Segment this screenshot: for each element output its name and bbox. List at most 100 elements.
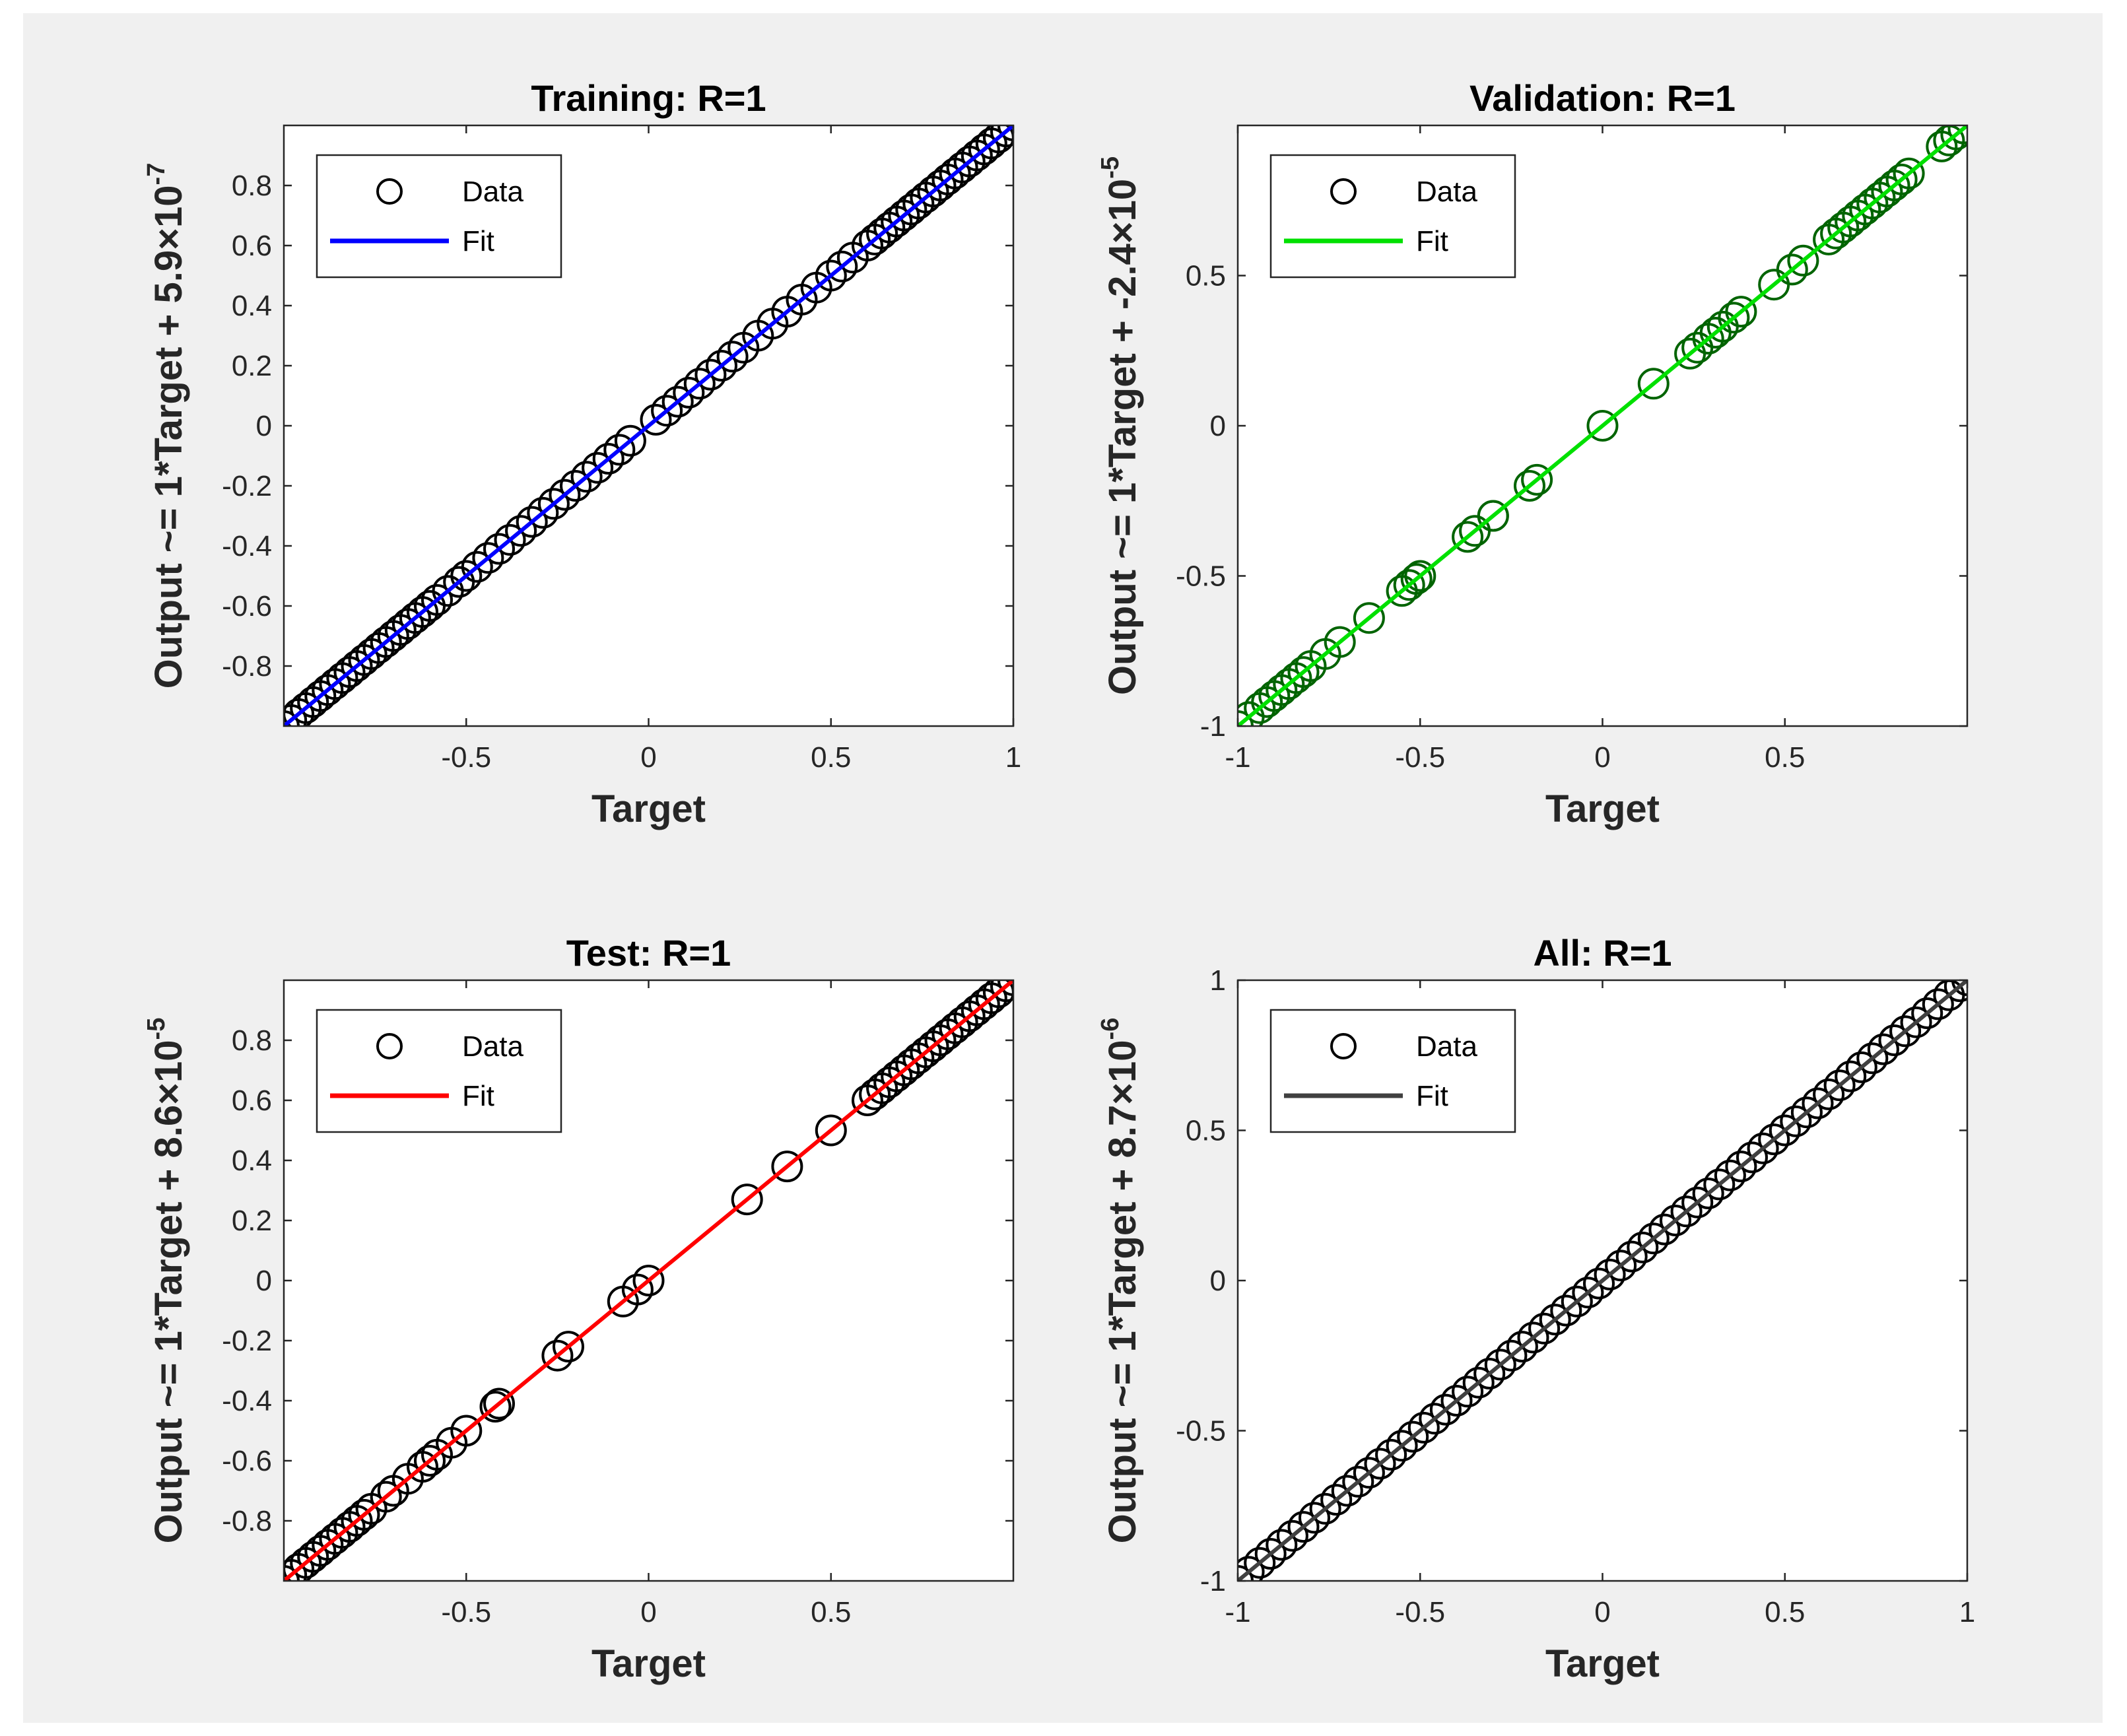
data-point (505, 515, 537, 547)
data-point (1452, 521, 1484, 553)
data-point (553, 1331, 584, 1363)
regression-plots: -0.5 0 0.5 1 -0.8 -0.6 -0.4 -0.2 0 0.2 0.4 0.6 0.8 Tr… (143, 77, 1975, 1685)
y-tick-label: -0.8 (222, 650, 272, 683)
data-point (621, 1273, 654, 1306)
data-point (1440, 1385, 1473, 1417)
data-point (990, 980, 1013, 1003)
y-tick-label: -0.5 (1176, 560, 1226, 593)
data-point (1514, 470, 1545, 502)
data-point (1911, 997, 1943, 1029)
data-point (815, 259, 847, 292)
x-tick-label: 1 (1959, 1596, 1975, 1628)
y-axis-label-main: Output ~= 1*Target + 8.6×10 (147, 1040, 190, 1543)
data-point (1331, 1475, 1363, 1507)
data-point (1287, 656, 1320, 688)
data-point (1586, 410, 1619, 442)
y-axis-label-main: Output ~= 1*Target + 8.7×10 (1101, 1040, 1144, 1543)
data-point (1244, 1547, 1276, 1579)
data-point (1670, 1195, 1703, 1228)
data-point (1893, 157, 1925, 189)
data-point (483, 533, 515, 565)
data-point (1353, 1457, 1385, 1489)
data-point (1845, 1051, 1877, 1083)
x-tick-label: 0 (1594, 741, 1610, 774)
data-point (483, 1387, 515, 1420)
legend-data-marker (1330, 1033, 1357, 1059)
data-point (537, 488, 570, 520)
x-tick-label: 0.5 (811, 741, 851, 774)
data-markers (1238, 980, 1967, 1581)
data-point (771, 1151, 803, 1183)
fit-line (284, 125, 1013, 726)
y-tick-label: 0.2 (232, 1205, 272, 1237)
data-point (450, 560, 483, 592)
y-tick-label: -1 (1200, 710, 1226, 743)
x-tick-label: 0 (1594, 1596, 1610, 1628)
data-point (1393, 569, 1425, 601)
data-point (1725, 296, 1757, 328)
data-point (614, 424, 646, 457)
data-point (527, 496, 559, 529)
data-point (1637, 368, 1670, 400)
chart-panel-4: -1 -0.5 0 0.5 1 -1 -0.5 0 0.5 1 All: R=1 Target Outp… (1097, 932, 1975, 1685)
chart-panel-3: -0.5 0 0.5 -0.8 -0.6 -0.4 -0.2 0 0.2 0.4 0.6 0.8 Tes… (143, 932, 1015, 1685)
data-point (1473, 1358, 1506, 1389)
data-point (1407, 1411, 1440, 1444)
data-point (673, 376, 705, 409)
y-tick-label: -0.4 (222, 1385, 272, 1417)
x-tick-label: 0.5 (811, 1596, 851, 1628)
x-axis-label: Target (1545, 1642, 1660, 1685)
data-point (1835, 1060, 1867, 1092)
chart-panel-2: -1 -0.5 0 0.5 -1 -0.5 0 0.5 Validation: R=1 Targe… (1097, 77, 1969, 830)
legend-fit-label: Fit (1416, 225, 1448, 257)
fit-line (1238, 125, 1967, 726)
data-point (1550, 1294, 1582, 1327)
data-point (421, 584, 453, 616)
chart-title: All: R=1 (1533, 932, 1671, 974)
data-point (1404, 560, 1436, 592)
data-point (1725, 1151, 1757, 1183)
data-point (370, 1481, 402, 1513)
y-tick-label: 1 (1210, 964, 1226, 997)
data-point (1813, 1078, 1845, 1110)
data-point (716, 341, 749, 373)
y-tick-label: 0.8 (232, 170, 272, 202)
x-tick-label: 0.5 (1765, 1596, 1805, 1628)
legend-fit-label: Fit (1416, 1080, 1448, 1112)
data-point (661, 385, 694, 418)
data-point (1375, 1438, 1407, 1471)
y-axis-label-exponent: -5 (1097, 156, 1124, 179)
chart-panel-1: -0.5 0 0.5 1 -0.8 -0.6 -0.4 -0.2 0 0.2 0.4 0.6 0.8 Tr… (143, 77, 1021, 830)
data-point (414, 1445, 446, 1477)
x-axis-label: Target (591, 1642, 706, 1685)
data-point (1309, 1492, 1341, 1525)
data-point (1856, 1042, 1889, 1075)
legend-fit-label: Fit (462, 225, 494, 257)
y-axis-label-main: Output ~= 1*Target + 5.9×10 (147, 185, 190, 688)
data-point (479, 1391, 512, 1423)
data-point (603, 434, 636, 466)
fit-line (1238, 980, 1967, 1581)
data-point (1747, 1132, 1779, 1164)
data-point (1452, 1376, 1484, 1408)
data-point (826, 250, 858, 283)
data-point (1823, 1069, 1856, 1102)
y-tick-label: 0 (1210, 410, 1226, 442)
data-point (1517, 1321, 1549, 1354)
data-point (651, 395, 683, 427)
data-point (1787, 244, 1819, 277)
data-point (1528, 1312, 1561, 1345)
data-point (1429, 1393, 1462, 1426)
x-tick-label: -0.5 (441, 741, 491, 774)
data-point (1364, 1448, 1396, 1480)
x-tick-label: -1 (1225, 741, 1250, 774)
data-point (1615, 1240, 1648, 1273)
data-point (582, 451, 614, 484)
x-tick-label: 0 (640, 1596, 656, 1628)
data-point (1660, 1205, 1691, 1236)
x-tick-label: -0.5 (1395, 1596, 1445, 1628)
y-tick-label: 0.2 (232, 350, 272, 382)
y-tick-label: 0 (1210, 1265, 1226, 1297)
y-axis-label: Output ~= 1*Target + 5.9×10-7 (143, 163, 190, 689)
data-markers (284, 980, 1013, 1581)
